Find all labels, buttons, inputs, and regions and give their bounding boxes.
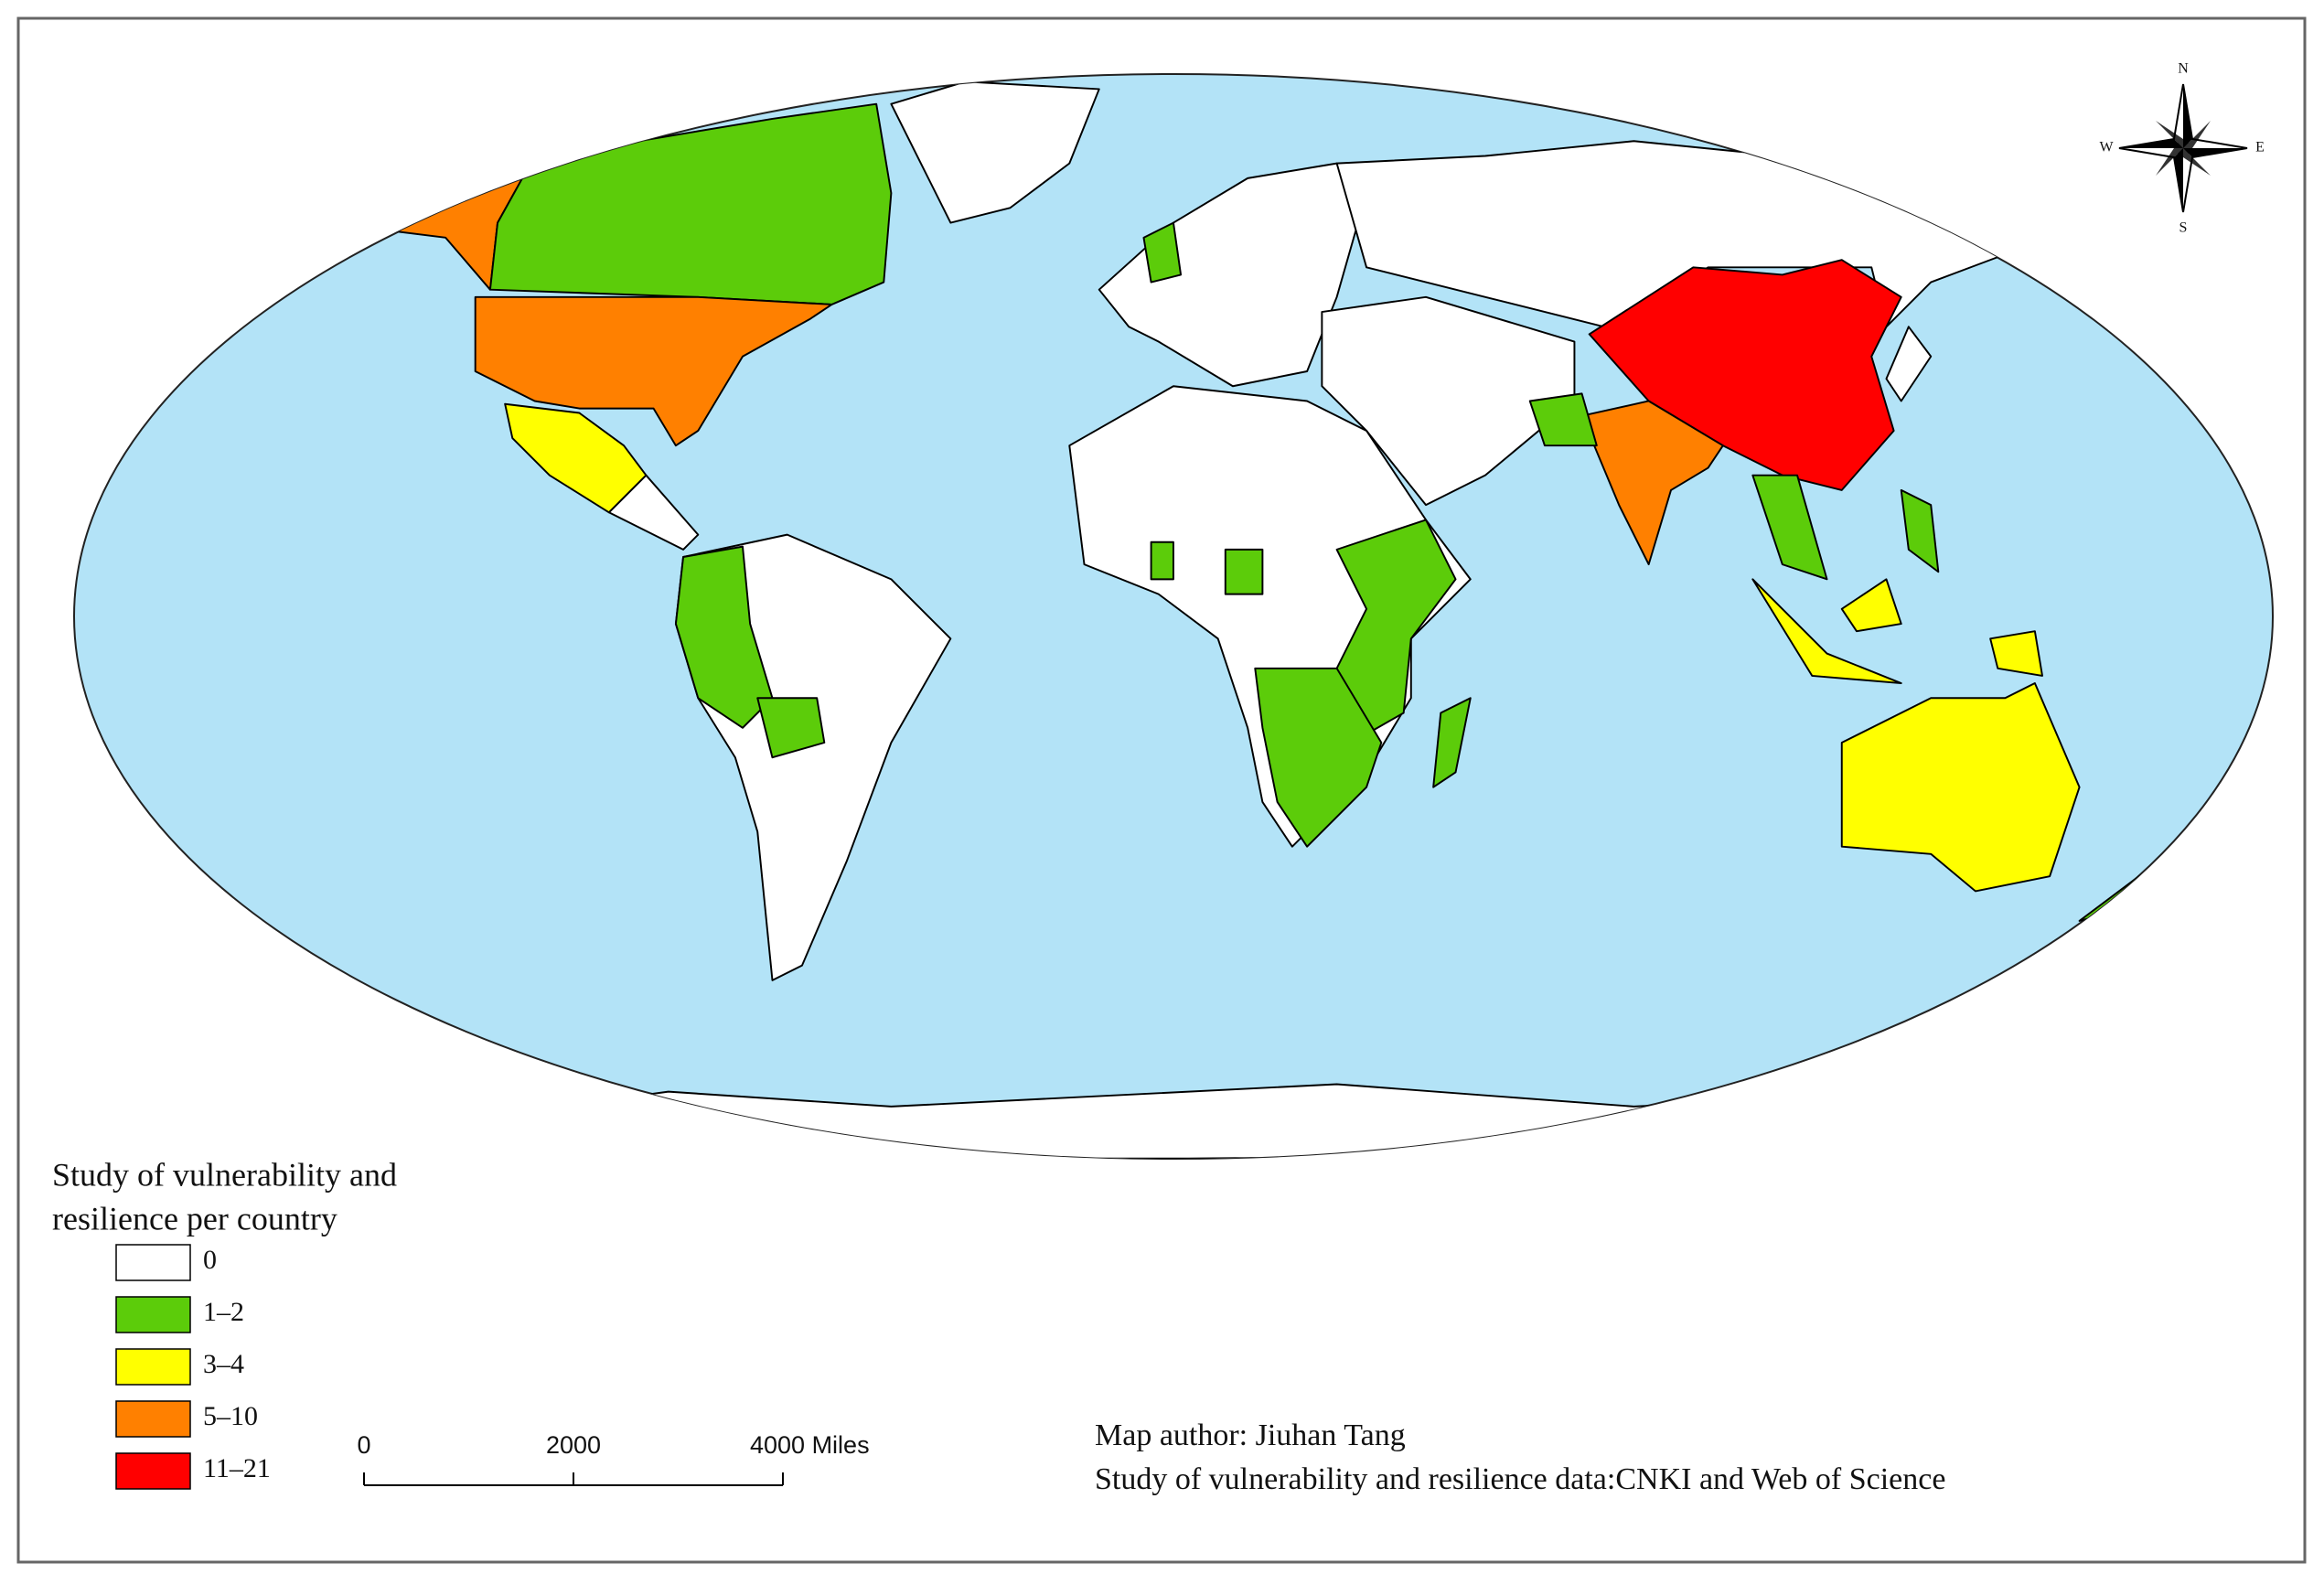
country xyxy=(1840,578,1902,633)
legend-swatch xyxy=(115,1400,191,1438)
country xyxy=(1150,541,1174,581)
compass-e: E xyxy=(2255,140,2265,155)
legend-swatch xyxy=(115,1452,191,1490)
scale-label: 2000 xyxy=(546,1431,601,1459)
compass-n: N xyxy=(2178,61,2189,77)
legend: 0 1–2 3–4 5–10 11–21 xyxy=(115,1244,271,1490)
legend-swatch xyxy=(115,1296,191,1333)
country xyxy=(607,474,700,551)
country xyxy=(1254,667,1383,848)
compass-w: W xyxy=(2099,140,2114,155)
credit-source: Study of vulnerability and resilience da… xyxy=(1095,1462,1945,1496)
compass: N S E W xyxy=(2099,61,2264,236)
legend-title: Study of vulnerability and xyxy=(52,1156,397,1193)
country xyxy=(1900,488,1940,573)
country xyxy=(1142,221,1183,284)
country xyxy=(890,80,1100,224)
legend-swatch xyxy=(115,1244,191,1281)
country xyxy=(1321,295,1576,507)
scale-label: 4000 Miles xyxy=(750,1431,870,1459)
country xyxy=(1885,326,1933,402)
compass-s: S xyxy=(2179,220,2188,236)
legend-label: 0 xyxy=(203,1245,217,1275)
country xyxy=(1321,519,1457,744)
legend-label: 1–2 xyxy=(203,1297,244,1327)
legend-title: resilience per country xyxy=(52,1200,337,1236)
legend-swatch xyxy=(115,1348,191,1386)
scale-label: 0 xyxy=(357,1431,370,1459)
country xyxy=(1528,392,1598,447)
legend-label: 5–10 xyxy=(203,1401,258,1431)
country xyxy=(1432,697,1472,788)
credit-author: Map author: Jiuhan Tang xyxy=(1095,1418,1406,1452)
country xyxy=(1751,578,1902,685)
country xyxy=(1840,682,2081,893)
country xyxy=(1989,630,2043,677)
country xyxy=(1580,400,1724,566)
country xyxy=(1751,474,1828,581)
scale-bar xyxy=(363,1472,784,1486)
country xyxy=(1098,162,1368,388)
country xyxy=(756,697,826,759)
legend-label: 3–4 xyxy=(203,1349,244,1379)
country xyxy=(674,545,774,729)
country xyxy=(1224,548,1264,595)
legend-label: 11–21 xyxy=(203,1453,271,1483)
country xyxy=(474,295,833,447)
